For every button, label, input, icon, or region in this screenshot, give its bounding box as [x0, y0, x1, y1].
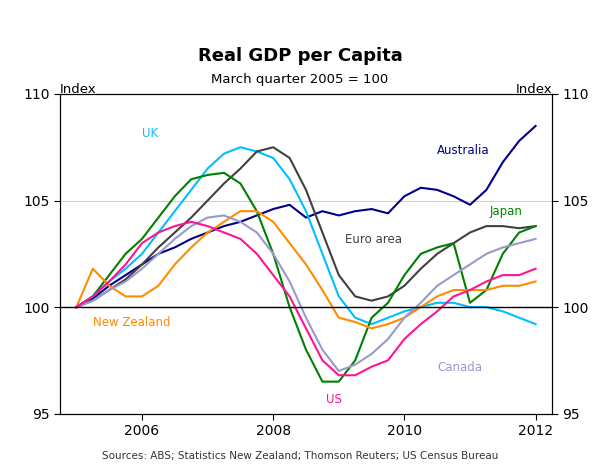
Text: Index: Index: [60, 83, 97, 96]
Text: Sources: ABS; Statistics New Zealand; Thomson Reuters; US Census Bureau: Sources: ABS; Statistics New Zealand; Th…: [102, 451, 498, 461]
Text: Real GDP per Capita: Real GDP per Capita: [197, 47, 403, 65]
Text: Japan: Japan: [490, 205, 523, 219]
Text: Canada: Canada: [437, 361, 482, 374]
Text: New Zealand: New Zealand: [93, 316, 170, 329]
Text: March quarter 2005 = 100: March quarter 2005 = 100: [211, 73, 389, 86]
Text: US: US: [326, 393, 341, 406]
Text: Australia: Australia: [437, 144, 490, 157]
Text: Euro area: Euro area: [346, 233, 403, 246]
Text: Index: Index: [515, 83, 552, 96]
Text: UK: UK: [142, 126, 158, 140]
